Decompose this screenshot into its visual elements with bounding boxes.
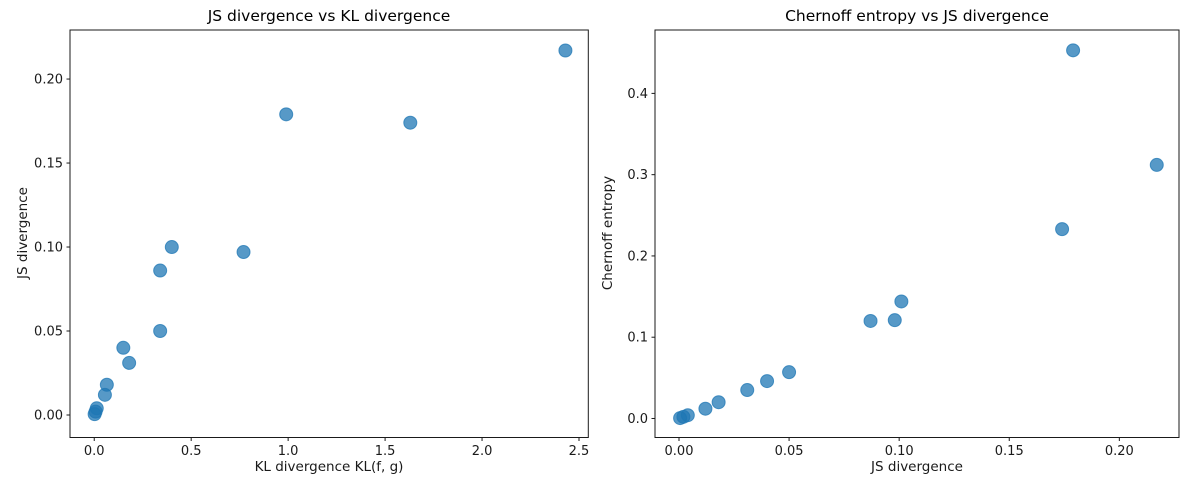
scatter-point	[153, 263, 168, 278]
y-tick-label: 0.05	[34, 325, 63, 340]
right-xaxis-label: JS divergence	[871, 459, 963, 475]
x-tick-label: 0.10	[885, 444, 914, 459]
x-tick-label: 1.0	[278, 444, 299, 459]
x-tick-label: 0.20	[1105, 444, 1134, 459]
x-tick-label: 2.5	[569, 444, 590, 459]
scatter-point	[673, 411, 688, 426]
scatter-point	[87, 407, 102, 422]
y-tick-label: 0.2	[627, 249, 648, 264]
right-yaxis-label: Chernoff entropy	[600, 175, 616, 291]
scatter-point	[1066, 43, 1081, 58]
scatter-point	[894, 294, 909, 309]
scatter-point	[116, 340, 131, 355]
left-yaxis-label: JS divergence	[15, 187, 31, 279]
x-tick-label: 0.05	[775, 444, 804, 459]
x-tick-label: 0.15	[995, 444, 1024, 459]
y-tick-label: 0.15	[34, 157, 63, 172]
scatter-point	[782, 365, 797, 380]
y-tick-label: 0.10	[34, 241, 63, 256]
right-chart-title: Chernoff entropy vs JS divergence	[785, 7, 1049, 25]
y-tick-label: 0.00	[34, 408, 63, 423]
axes-frame	[69, 29, 589, 438]
left-chart-title: JS divergence vs KL divergence	[207, 7, 451, 25]
scatter-point	[122, 355, 137, 370]
axes-frame	[654, 29, 1180, 438]
x-tick-label: 0.5	[181, 444, 202, 459]
scatter-point	[1149, 157, 1164, 172]
y-tick-label: 0.3	[627, 168, 648, 183]
x-tick-label: 2.0	[472, 444, 493, 459]
scatter-point	[863, 313, 878, 328]
scatter-point	[740, 383, 755, 398]
left-xaxis-label: KL divergence KL(f, g)	[254, 459, 404, 475]
scatter-point	[236, 245, 251, 260]
scatter-point	[97, 387, 112, 402]
scatter-point	[164, 240, 179, 255]
y-tick-label: 0.0	[627, 412, 648, 427]
scatter-point	[711, 395, 726, 410]
scatter-point	[279, 107, 294, 122]
x-tick-label: 0.0	[84, 444, 105, 459]
y-tick-label: 0.20	[34, 73, 63, 88]
scatter-point	[558, 43, 573, 58]
scatter-point	[698, 401, 713, 416]
x-tick-label: 1.5	[375, 444, 396, 459]
y-tick-label: 0.1	[627, 331, 648, 346]
scatter-point	[760, 374, 775, 389]
scatter-point	[403, 115, 418, 130]
scatter-point	[1055, 222, 1070, 237]
scatter-point	[153, 324, 168, 339]
scatter-point	[887, 313, 902, 328]
x-tick-label: 0.00	[665, 444, 694, 459]
y-tick-label: 0.4	[627, 87, 648, 102]
